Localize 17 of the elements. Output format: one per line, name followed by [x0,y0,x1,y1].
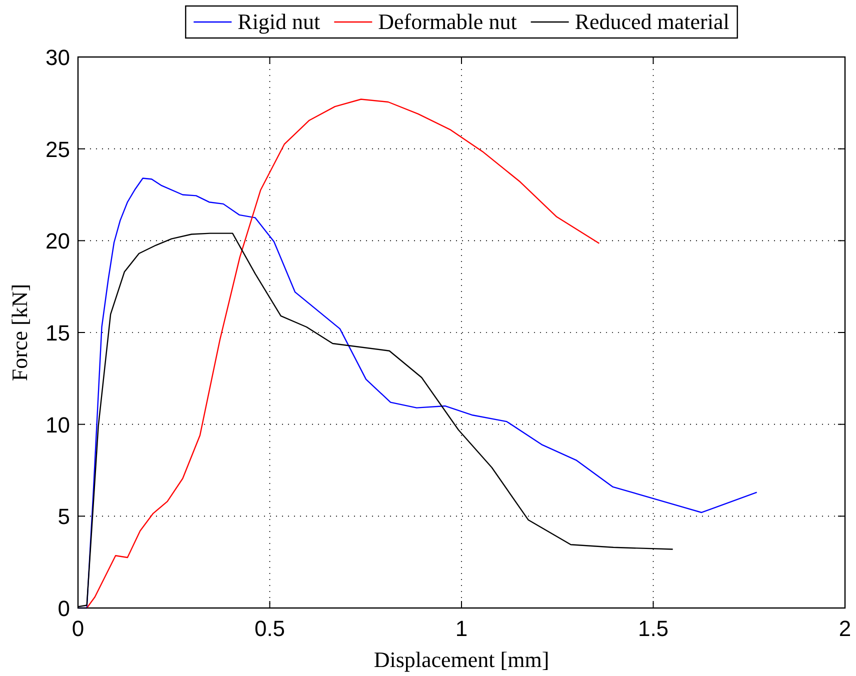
legend-label: Deformable nut [378,9,517,34]
y-axis-title: Force [kN] [7,284,32,382]
x-tick-label: 2 [838,616,852,641]
x-axis-title: Displacement [mm] [374,647,550,672]
legend-label: Reduced material [574,9,730,34]
y-tick-label: 30 [46,45,70,70]
line-series [86,98,600,609]
y-tick-label: 5 [58,504,70,530]
y-tick-label: 10 [46,412,70,438]
legend-label: Rigid nut [238,9,320,34]
x-tick-label: 1.5 [638,616,669,641]
x-tick-label: 0.5 [254,616,286,641]
x-tick-label: 1 [455,616,468,641]
y-tick-label: 20 [46,228,70,254]
y-tick-label: 15 [46,320,70,346]
y-tick-label: 25 [46,136,70,162]
y-tick-label: 0 [58,596,70,621]
